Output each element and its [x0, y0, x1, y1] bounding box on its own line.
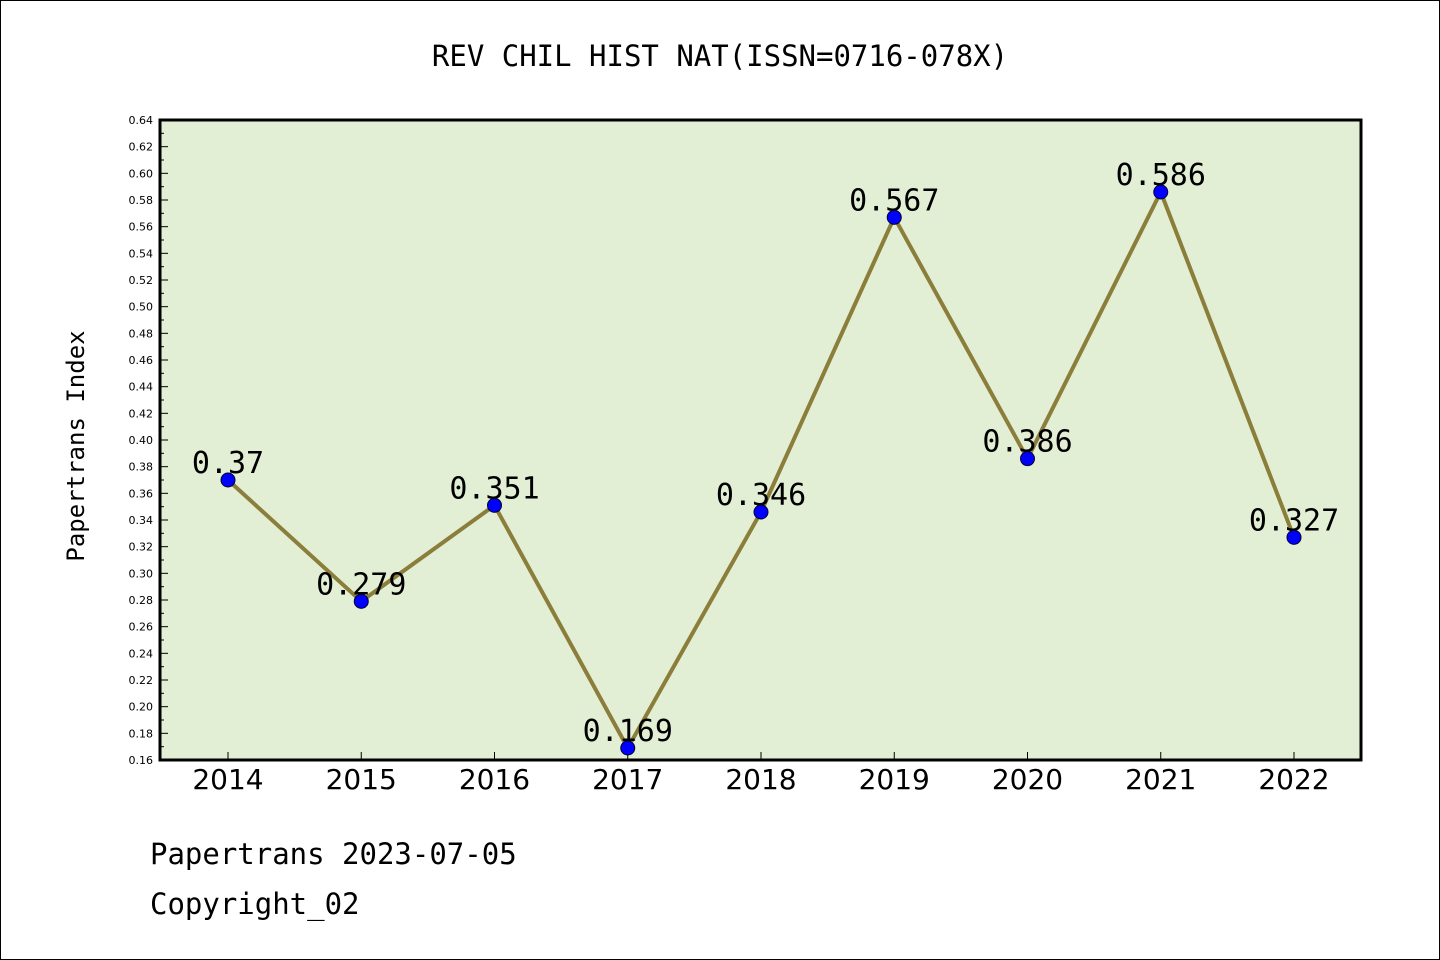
data-label: 0.351 [449, 471, 539, 506]
y-tick-label: 0.44 [129, 381, 154, 394]
y-tick-label: 0.56 [129, 221, 154, 234]
y-tick-label: 0.58 [129, 194, 154, 207]
y-tick-label: 0.36 [129, 487, 154, 500]
y-tick-label: 0.16 [129, 754, 154, 767]
y-tick-label: 0.60 [129, 167, 154, 180]
x-tick-label: 2015 [326, 763, 397, 796]
data-points [220, 184, 1302, 756]
y-tick-label: 0.28 [129, 594, 154, 607]
y-tick-label: 0.40 [129, 434, 154, 447]
data-label: 0.346 [716, 478, 806, 513]
y-tick-label: 0.20 [129, 701, 154, 714]
x-tick-label: 2021 [1125, 763, 1196, 796]
x-tick-label: 2018 [725, 763, 796, 796]
y-tick-label: 0.38 [129, 461, 154, 474]
y-tick-label: 0.52 [129, 274, 154, 287]
plot-area [160, 120, 1361, 760]
chart-title: REV CHIL HIST NAT(ISSN=0716-078X) [432, 39, 1008, 73]
y-tick-label: 0.54 [129, 247, 154, 260]
x-tick-label: 2017 [592, 763, 663, 796]
x-tick-label: 2014 [192, 763, 263, 796]
y-tick-label: 0.42 [129, 407, 154, 420]
y-tick-label: 0.50 [129, 301, 154, 314]
data-point [620, 740, 636, 756]
y-tick-label: 0.34 [129, 514, 154, 527]
x-axis: 2014 2015 2016 2017 2018 2019 2020 2021 2022 [192, 752, 1330, 796]
data-label: 0.586 [1116, 158, 1206, 193]
data-point [353, 593, 369, 609]
x-tick-label: 2016 [459, 763, 530, 796]
y-axis: 0.16 0.18 0.20 0.22 0.24 0.26 0.28 0.30 0.32 0.34… [129, 114, 168, 767]
y-tick-label: 0.64 [129, 114, 154, 127]
y-axis-label: Papertrans Index [62, 330, 90, 561]
y-tick-label: 0.48 [129, 327, 154, 340]
data-labels: 0.37 0.279 0.351 0.169 0.346 0.567 0.386 0.586 0… [192, 158, 1339, 749]
data-point [1153, 184, 1169, 200]
data-point [1020, 451, 1035, 467]
y-tick-label: 0.26 [129, 621, 154, 634]
y-tick-label: 0.62 [129, 141, 154, 154]
x-tick-label: 2020 [992, 763, 1063, 796]
y-tick-label: 0.30 [129, 567, 154, 580]
y-tick-label: 0.46 [129, 354, 154, 367]
data-label: 0.169 [583, 714, 673, 749]
data-label: 0.386 [982, 425, 1072, 460]
data-label: 0.37 [192, 446, 264, 481]
data-label: 0.327 [1249, 503, 1339, 538]
data-point [886, 209, 902, 225]
x-tick-label: 2022 [1258, 763, 1329, 796]
y-tick-label: 0.18 [129, 727, 154, 740]
footer-copyright: Copyright_02 [150, 887, 360, 922]
data-point [753, 504, 769, 520]
data-point [1286, 529, 1302, 545]
plot-border [158, 118, 1363, 762]
data-point [220, 472, 236, 488]
x-tick-label: 2019 [859, 763, 930, 796]
footer-date: Papertrans 2023-07-05 [150, 837, 517, 871]
y-tick-label: 0.22 [129, 674, 154, 687]
y-tick-label: 0.32 [129, 541, 154, 554]
data-label: 0.279 [316, 567, 406, 602]
data-label: 0.567 [849, 183, 939, 218]
data-point [487, 497, 502, 513]
y-tick-label: 0.24 [129, 647, 154, 660]
